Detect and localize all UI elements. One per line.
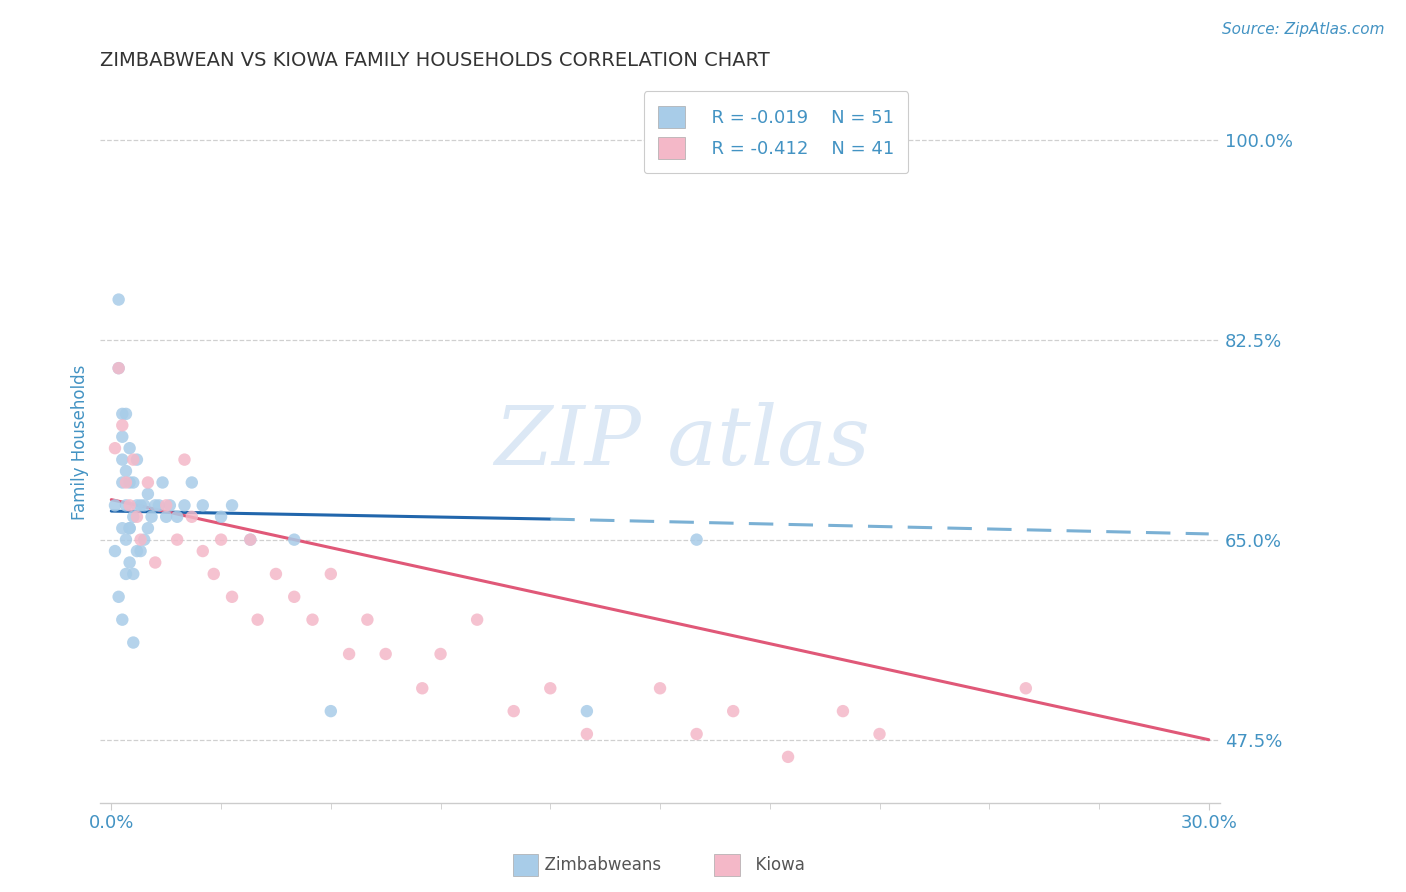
Point <box>141 509 163 524</box>
Point <box>129 544 152 558</box>
Text: ZIMBABWEAN VS KIOWA FAMILY HOUSEHOLDS CORRELATION CHART: ZIMBABWEAN VS KIOWA FAMILY HOUSEHOLDS CO… <box>100 51 770 70</box>
Point <box>502 704 524 718</box>
Point <box>107 590 129 604</box>
Point <box>209 509 232 524</box>
Point <box>264 566 287 581</box>
Point <box>111 521 134 535</box>
Point <box>111 475 134 490</box>
Point <box>465 613 488 627</box>
Point <box>152 475 174 490</box>
Point <box>107 361 129 376</box>
Point <box>104 544 127 558</box>
Point <box>104 499 127 513</box>
Point <box>575 704 598 718</box>
Point <box>136 475 159 490</box>
Point <box>155 509 177 524</box>
Point <box>1088 818 1111 832</box>
Point <box>283 590 305 604</box>
Point <box>115 464 138 478</box>
Point <box>125 509 148 524</box>
Point <box>648 681 671 696</box>
Point <box>122 566 145 581</box>
Text: Kiowa: Kiowa <box>745 856 806 874</box>
Point <box>301 613 323 627</box>
Point <box>155 499 177 513</box>
Point <box>115 407 138 421</box>
Y-axis label: Family Households: Family Households <box>72 365 89 520</box>
Point <box>832 704 855 718</box>
Point <box>129 533 152 547</box>
Point <box>143 499 166 513</box>
Point <box>125 499 148 513</box>
Point <box>319 566 342 581</box>
Point <box>111 452 134 467</box>
Point <box>869 727 891 741</box>
Point <box>115 533 138 547</box>
Point <box>136 521 159 535</box>
Point <box>118 556 141 570</box>
Point <box>111 613 134 627</box>
Point <box>111 418 134 433</box>
Point <box>166 509 188 524</box>
Point <box>319 704 342 718</box>
Point <box>173 499 195 513</box>
Point <box>283 533 305 547</box>
Legend:   R = -0.019    N = 51,   R = -0.412    N = 41: R = -0.019 N = 51, R = -0.412 N = 41 <box>644 91 908 173</box>
Point <box>778 750 800 764</box>
Point <box>115 499 138 513</box>
Point <box>125 544 148 558</box>
Point <box>115 475 138 490</box>
Point <box>166 533 188 547</box>
Point <box>122 475 145 490</box>
Point <box>721 704 744 718</box>
Point <box>136 487 159 501</box>
Point <box>118 521 141 535</box>
Point <box>118 475 141 490</box>
Point <box>115 566 138 581</box>
Point <box>111 430 134 444</box>
Point <box>337 647 360 661</box>
Point <box>239 533 262 547</box>
Point <box>191 544 214 558</box>
Point <box>221 499 243 513</box>
Point <box>685 533 707 547</box>
Point <box>356 613 378 627</box>
Point <box>239 533 262 547</box>
Point <box>538 681 561 696</box>
Point <box>118 441 141 455</box>
Point <box>1015 681 1038 696</box>
Point <box>118 499 141 513</box>
Text: Source: ZipAtlas.com: Source: ZipAtlas.com <box>1222 22 1385 37</box>
Point <box>122 509 145 524</box>
Point <box>202 566 225 581</box>
Point <box>173 452 195 467</box>
Point <box>180 475 202 490</box>
Point <box>159 499 181 513</box>
Point <box>125 452 148 467</box>
Point <box>118 521 141 535</box>
Point <box>129 499 152 513</box>
Point <box>575 727 598 741</box>
Point <box>107 361 129 376</box>
Point <box>148 499 170 513</box>
Point <box>209 533 232 547</box>
Point <box>143 556 166 570</box>
Point <box>429 647 451 661</box>
Point <box>122 635 145 649</box>
Text: ZIP atlas: ZIP atlas <box>495 402 870 483</box>
Point <box>374 647 396 661</box>
Point <box>191 499 214 513</box>
Point <box>134 533 156 547</box>
Point <box>246 613 269 627</box>
Point <box>221 590 243 604</box>
Point <box>104 441 127 455</box>
Point <box>685 727 707 741</box>
Point <box>134 499 156 513</box>
Text: Zimbabweans: Zimbabweans <box>534 856 661 874</box>
Point <box>107 293 129 307</box>
Point <box>111 407 134 421</box>
Point <box>180 509 202 524</box>
Point <box>122 452 145 467</box>
Point <box>411 681 433 696</box>
